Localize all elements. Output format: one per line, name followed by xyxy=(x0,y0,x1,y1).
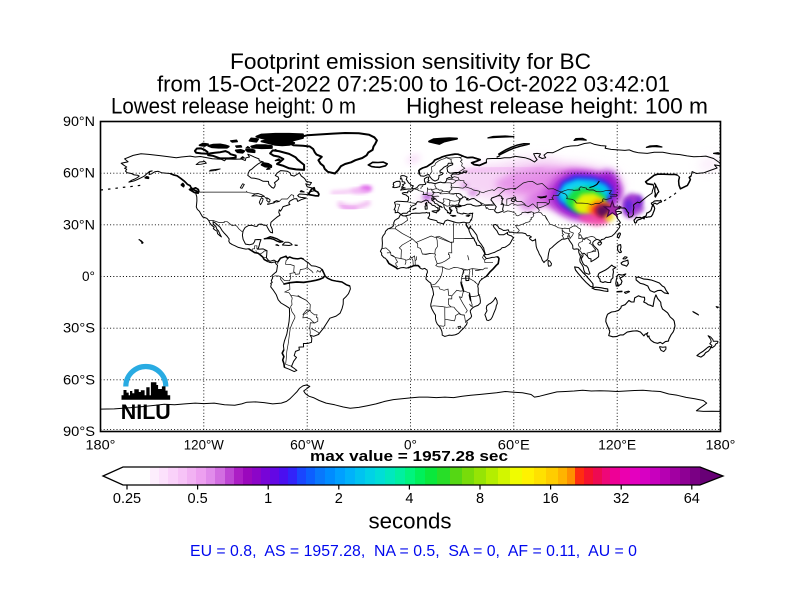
svg-text:16: 16 xyxy=(543,491,559,507)
svg-text:EU = 0.8, AS = 1957.28, NA =: EU = 0.8, AS = 1957.28, NA = 0.5, SA = 0… xyxy=(190,543,637,560)
svg-text:60°E: 60°E xyxy=(498,438,530,453)
svg-text:60°N: 60°N xyxy=(63,166,95,181)
svg-text:180°: 180° xyxy=(86,438,116,453)
svg-text:60°W: 60°W xyxy=(290,438,324,453)
svg-text:90°N: 90°N xyxy=(63,114,95,129)
svg-text:4: 4 xyxy=(405,491,413,507)
svg-text:0°: 0° xyxy=(404,438,417,453)
svg-text:Lowest release height: 0 m: Lowest release height: 0 m xyxy=(111,94,356,119)
svg-text:64: 64 xyxy=(684,491,700,507)
svg-text:max value = 1957.28 sec: max value = 1957.28 sec xyxy=(310,448,508,465)
svg-text:0.5: 0.5 xyxy=(188,491,208,507)
svg-text:60°S: 60°S xyxy=(63,372,95,387)
svg-text:32: 32 xyxy=(613,491,629,507)
svg-text:0.25: 0.25 xyxy=(113,491,141,507)
svg-text:1: 1 xyxy=(264,491,272,507)
svg-text:0°: 0° xyxy=(82,269,95,284)
svg-text:NILU: NILU xyxy=(121,400,171,424)
svg-text:8: 8 xyxy=(476,491,484,507)
svg-text:90°S: 90°S xyxy=(63,424,95,439)
svg-text:30°S: 30°S xyxy=(63,321,95,336)
svg-text:Footprint emission sensitivity: Footprint emission sensitivity for BC xyxy=(230,49,591,74)
svg-text:120°W: 120°W xyxy=(184,438,224,453)
svg-text:180°: 180° xyxy=(706,438,736,453)
svg-text:120°E: 120°E xyxy=(598,438,636,453)
svg-text:30°N: 30°N xyxy=(63,217,95,232)
svg-text:from 15-Oct-2022 07:25:00 to 1: from 15-Oct-2022 07:25:00 to 16-Oct-2022… xyxy=(157,72,670,97)
svg-text:2: 2 xyxy=(335,491,343,507)
svg-text:seconds: seconds xyxy=(369,509,452,534)
svg-text:Highest release height: 100 m: Highest release height: 100 m xyxy=(406,94,708,119)
